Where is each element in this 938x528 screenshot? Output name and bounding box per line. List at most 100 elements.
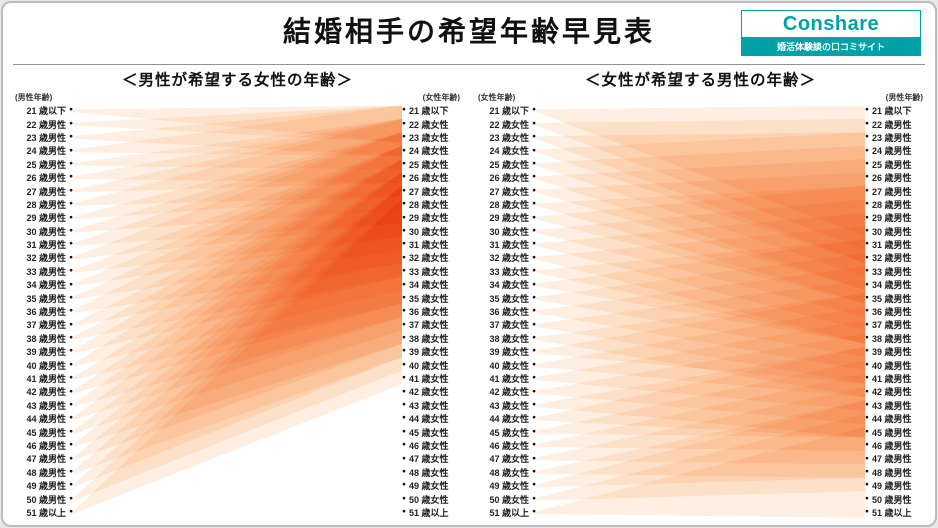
age-label: 23 歳男性 (871, 132, 912, 143)
age-dot: ● (865, 226, 869, 234)
age-row: 42 歳女性 ● (476, 385, 536, 398)
age-dot: ● (532, 240, 536, 248)
age-row: ● 28 歳男性 (865, 198, 925, 211)
chart-body: 21 歳以下 ● 22 歳男性 ● 23 歳男性 ● 24 歳男性 ● 25 歳男性 ● 26 歳男… (13, 104, 462, 519)
age-label: 40 歳男性 (871, 360, 912, 371)
age-dot: ● (402, 240, 406, 248)
age-dot: ● (532, 347, 536, 355)
age-row: ● 23 歳女性 (402, 131, 462, 144)
age-dot: ● (532, 133, 536, 141)
age-dot: ● (69, 119, 73, 127)
age-row: 27 歳女性 ● (476, 184, 536, 197)
age-dot: ● (865, 494, 869, 502)
age-row: ● 29 歳女性 (402, 211, 462, 224)
age-label: 31 歳女性 (408, 240, 449, 251)
age-row: ● 44 歳女性 (402, 412, 462, 425)
age-dot: ● (402, 481, 406, 489)
age-dot: ● (402, 119, 406, 127)
age-row: 22 歳男性 ● (13, 117, 73, 130)
age-row: 45 歳女性 ● (476, 425, 536, 438)
age-row: ● 38 歳女性 (402, 332, 462, 345)
axis-captions: (男性年齢) (女性年齢) (13, 92, 462, 104)
age-label: 22 歳女性 (489, 119, 530, 130)
age-row: 31 歳男性 ● (13, 238, 73, 251)
age-dot: ● (865, 253, 869, 261)
age-dot: ● (865, 119, 869, 127)
logo-tagline: 婚活体験談の口コミサイト (742, 37, 920, 55)
flow-band (73, 199, 402, 514)
age-dot: ● (532, 146, 536, 154)
age-row: ● 21 歳以下 (402, 104, 462, 117)
age-dot: ● (865, 467, 869, 475)
left-axis-caption: (男性年齢) (15, 93, 53, 102)
age-dot: ● (532, 119, 536, 127)
age-label: 51 歳以上 (871, 507, 912, 518)
age-label: 25 歳女性 (408, 159, 449, 170)
age-row: ● 43 歳女性 (402, 399, 462, 412)
age-row: ● 30 歳女性 (402, 225, 462, 238)
age-dot: ● (532, 160, 536, 167)
age-row: ● 25 歳男性 (865, 158, 925, 171)
age-row: ● 27 歳男性 (865, 184, 925, 197)
age-label: 21 歳以下 (408, 106, 449, 117)
age-label: 34 歳女性 (489, 280, 530, 291)
age-dot: ● (532, 173, 536, 181)
age-dot: ● (69, 387, 73, 395)
age-label: 37 歳女性 (408, 320, 449, 331)
age-label: 25 歳女性 (489, 159, 530, 170)
age-dot: ● (532, 106, 536, 114)
age-dot: ● (865, 293, 869, 301)
age-label: 37 歳女性 (489, 320, 530, 331)
age-dot: ● (69, 226, 73, 234)
age-label: 29 歳女性 (408, 213, 449, 224)
age-row: ● 51 歳以上 (865, 506, 925, 519)
age-label: 21 歳以下 (26, 106, 67, 117)
age-label: 39 歳男性 (871, 347, 912, 358)
age-row: 23 歳女性 ● (476, 131, 536, 144)
age-dot: ● (532, 267, 536, 275)
age-label: 41 歳女性 (489, 374, 530, 384)
age-row: 33 歳男性 ● (13, 265, 73, 278)
age-label: 44 歳男性 (871, 414, 912, 425)
age-row: 41 歳男性 ● (13, 372, 73, 385)
age-row: 39 歳女性 ● (476, 345, 536, 358)
age-label: 22 歳男性 (871, 119, 912, 130)
age-label: 42 歳男性 (26, 387, 67, 398)
age-dot: ● (69, 494, 73, 502)
age-label: 26 歳男性 (871, 173, 912, 184)
age-row: ● 46 歳男性 (865, 439, 925, 452)
age-dot: ● (69, 427, 73, 435)
age-row: ● 40 歳女性 (402, 358, 462, 371)
age-row: 40 歳女性 ● (476, 358, 536, 371)
age-dot: ● (402, 320, 406, 328)
age-dot: ● (69, 401, 73, 409)
age-label: 30 歳女性 (489, 226, 530, 237)
age-row: 25 歳女性 ● (476, 158, 536, 171)
age-dot: ● (69, 481, 73, 489)
age-row: 29 歳女性 ● (476, 211, 536, 224)
right-age-column: ● 21 歳以下 ● 22 歳女性 ● 23 歳女性 ● 24 歳女性 ● 25 歳女性 ● 26 歳… (402, 104, 462, 519)
age-dot: ● (532, 360, 536, 368)
age-dot: ● (402, 146, 406, 154)
age-dot: ● (402, 401, 406, 409)
age-row: 47 歳男性 ● (13, 452, 73, 465)
age-label: 33 歳女性 (489, 266, 530, 277)
age-dot: ● (532, 467, 536, 475)
age-label: 37 歳男性 (871, 320, 912, 331)
age-dot: ● (69, 240, 73, 248)
age-row: ● 41 歳女性 (402, 372, 462, 385)
age-dot: ● (69, 146, 73, 154)
age-row: ● 31 歳男性 (865, 238, 925, 251)
age-row: 27 歳男性 ● (13, 184, 73, 197)
age-dot: ● (532, 454, 536, 462)
age-dot: ● (532, 387, 536, 395)
age-dot: ● (532, 200, 536, 208)
flow-band (73, 172, 402, 421)
age-row: 35 歳女性 ● (476, 291, 536, 304)
conshare-logo: Conshare 婚活体験談の口コミサイト (741, 10, 921, 56)
chart-body: 21 歳以下 ● 22 歳女性 ● 23 歳女性 ● 24 歳女性 ● 25 歳女性 ● 26 歳女… (476, 104, 925, 519)
age-row: 28 歳女性 ● (476, 198, 536, 211)
age-dot: ● (865, 133, 869, 141)
age-label: 47 歳男性 (871, 454, 912, 465)
age-dot: ● (865, 414, 869, 422)
